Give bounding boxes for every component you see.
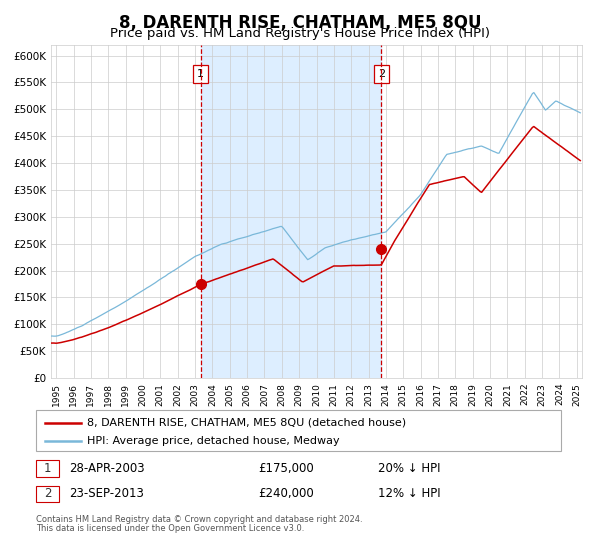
Text: £240,000: £240,000 <box>258 487 314 501</box>
Text: 28-APR-2003: 28-APR-2003 <box>69 462 145 475</box>
Bar <box>200 45 381 378</box>
Text: Contains HM Land Registry data © Crown copyright and database right 2024.: Contains HM Land Registry data © Crown c… <box>36 515 362 524</box>
Text: 20% ↓ HPI: 20% ↓ HPI <box>378 462 440 475</box>
Text: 8, DARENTH RISE, CHATHAM, ME5 8QU: 8, DARENTH RISE, CHATHAM, ME5 8QU <box>119 14 481 32</box>
Text: This data is licensed under the Open Government Licence v3.0.: This data is licensed under the Open Gov… <box>36 524 304 533</box>
Text: 23-SEP-2013: 23-SEP-2013 <box>69 487 144 501</box>
Text: 1: 1 <box>197 69 204 80</box>
Text: HPI: Average price, detached house, Medway: HPI: Average price, detached house, Medw… <box>87 436 340 446</box>
Text: Price paid vs. HM Land Registry's House Price Index (HPI): Price paid vs. HM Land Registry's House … <box>110 27 490 40</box>
Text: 2: 2 <box>377 69 385 80</box>
Text: 1: 1 <box>44 462 51 475</box>
Text: 12% ↓ HPI: 12% ↓ HPI <box>378 487 440 501</box>
Text: £175,000: £175,000 <box>258 462 314 475</box>
Text: 8, DARENTH RISE, CHATHAM, ME5 8QU (detached house): 8, DARENTH RISE, CHATHAM, ME5 8QU (detac… <box>87 418 406 428</box>
Text: 2: 2 <box>44 487 51 501</box>
